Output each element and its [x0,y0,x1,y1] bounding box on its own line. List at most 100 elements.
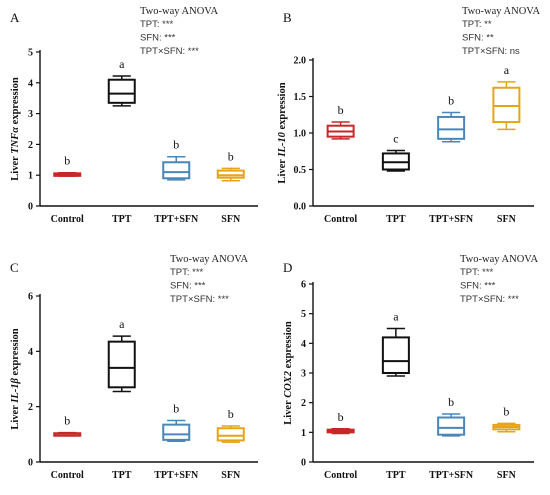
significance-letter: b [448,395,454,409]
box-tpt: a [107,317,136,393]
y-title-suffix: expression [10,328,21,378]
category-label: TPT [386,214,406,225]
box-tpt: a [107,57,136,107]
y-title-gene: IL-1β [10,377,21,403]
anova-line: SFN: *** [140,33,176,44]
box-sfn: a [492,63,521,131]
anova-line: TPT×SFN: *** [170,294,229,305]
significance-letter: b [338,410,344,424]
category-label: TPT+SFN [154,214,199,225]
box-tpt-sfn: b [437,395,466,437]
significance-letter: b [503,404,509,418]
box-iqr [216,427,245,442]
significance-letter: c [393,132,398,146]
y-tick-label: 1.0 [294,129,307,140]
box-tpt: c [381,132,410,172]
significance-letter: b [228,407,234,421]
anova-line: TPT: ** [462,19,492,30]
y-tick-label: 3 [301,369,306,380]
category-label: TPT [112,470,132,481]
box-control: b [326,410,355,435]
anova-line: SFN: ** [462,33,494,44]
significance-letter: a [504,63,510,77]
significance-letter: a [119,317,125,331]
y-tick-label: 0.5 [294,165,307,176]
panel-a: A Two-way ANOVA TPT: *** SFN: *** TPT×SFN: *… [10,6,258,225]
significance-letter: b [173,138,179,152]
y-tick-label: 2 [301,398,306,409]
panel-b: B Two-way ANOVA TPT: ** SFN: ** TPT×SFN: ns 0… [277,6,541,225]
y-tick-label: 5 [301,309,306,320]
y-title-prefix: Liver [283,398,294,425]
panel-d: D Two-way ANOVA TPT: *** SFN: *** TPT×SFN: *… [283,254,539,481]
y-axis-title: Liver COX2 expression [283,321,294,425]
category-label: SFN [221,470,241,481]
box-sfn: b [492,404,521,433]
box-tpt-sfn: b [162,402,191,442]
box-iqr [437,115,466,140]
box-control: b [53,414,82,437]
y-axis-title: Liver IL-10 expression [277,82,288,183]
y-title-prefix: Liver [10,154,21,181]
box-iqr [162,161,191,180]
box-iqr [107,340,136,389]
y-tick-label: 0 [28,458,33,469]
category-label: TPT+SFN [429,470,474,481]
y-tick-label: 2 [28,402,33,413]
y-tick-label: 4 [28,347,33,358]
box-sfn: b [216,149,245,182]
anova-title: Two-way ANOVA [170,254,249,265]
y-title-suffix: expression [10,77,21,127]
box-control: b [326,103,355,140]
panel-letter: A [10,10,20,25]
category-label: TPT+SFN [429,214,474,225]
significance-letter: a [393,310,399,324]
y-tick-label: 3 [28,109,33,120]
anova-line: TPT×SFN: ns [462,46,520,57]
y-tick-label: 6 [301,280,306,291]
y-tick-label: 5 [28,48,33,59]
y-tick-label: 4 [28,78,33,89]
box-tpt-sfn: b [437,94,466,143]
box-tpt: a [381,310,410,377]
y-tick-label: 4 [301,339,306,350]
anova-line: SFN: *** [460,281,496,292]
category-label: Control [324,214,357,225]
category-label: SFN [221,214,241,225]
anova-title: Two-way ANOVA [462,6,541,17]
anova-line: TPT: *** [170,267,204,278]
y-tick-label: 1.5 [294,92,307,103]
y-tick-label: 0.0 [294,202,307,213]
y-title-gene: COX2 [283,370,294,398]
y-axis-title: Liver IL-1β expression [10,328,21,429]
anova-line: TPT×SFN: *** [460,294,519,305]
panel-letter: C [10,260,19,275]
significance-letter: b [64,414,70,428]
category-label: TPT [112,214,132,225]
y-tick-label: 2.0 [294,56,307,67]
category-label: TPT+SFN [154,470,199,481]
box-iqr [162,423,191,441]
anova-line: SFN: *** [170,281,206,292]
category-label: Control [324,470,357,481]
category-label: Control [51,470,84,481]
anova-title: Two-way ANOVA [140,6,219,17]
box-iqr [437,416,466,436]
significance-letter: b [64,154,70,168]
box-control: b [53,154,82,177]
y-title-prefix: Liver [10,403,21,430]
category-label: TPT [386,470,406,481]
box-iqr [381,336,410,374]
y-title-prefix: Liver [277,157,288,184]
box-iqr [492,86,521,124]
y-tick-label: 1 [301,428,306,439]
y-title-suffix: expression [277,82,288,132]
y-tick-label: 0 [28,202,33,213]
significance-letter: b [448,94,454,108]
anova-line: TPT×SFN: *** [140,46,199,57]
significance-letter: b [173,402,179,416]
panel-letter: D [283,260,292,275]
category-label: SFN [497,214,517,225]
y-tick-label: 0 [301,458,306,469]
